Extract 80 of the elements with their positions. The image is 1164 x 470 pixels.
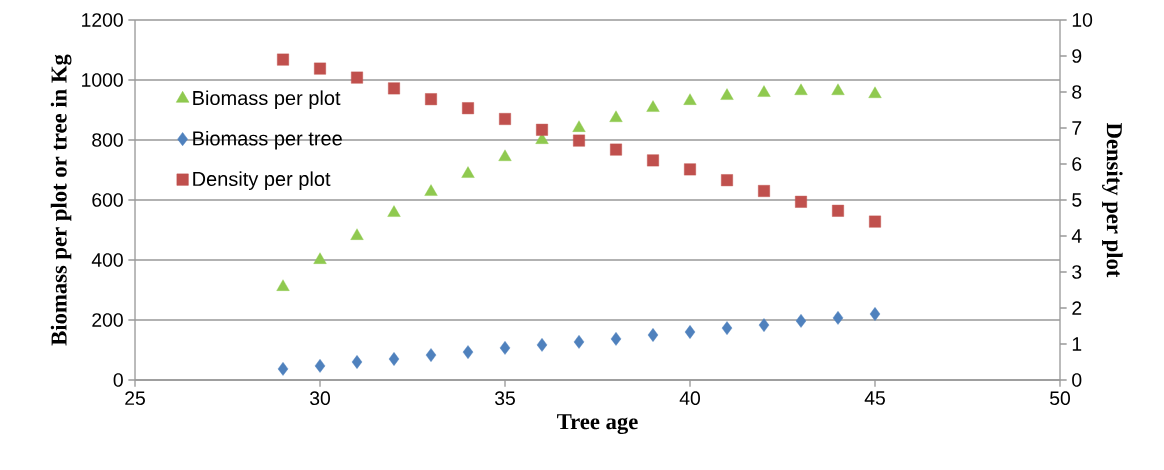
point: [498, 149, 512, 161]
point: [387, 205, 401, 217]
point: [462, 102, 474, 115]
x-tick-label: 35: [494, 391, 515, 406]
point: [314, 62, 326, 75]
point: [277, 362, 289, 376]
point: [868, 86, 882, 98]
point: [683, 93, 697, 105]
y2-axis-title: Density per plot: [1102, 122, 1123, 278]
point: [832, 204, 844, 217]
x-tick-label: 40: [679, 391, 700, 406]
point: [684, 325, 696, 339]
point: [499, 341, 511, 355]
point: [461, 166, 475, 178]
point: [425, 93, 437, 106]
y2-tick-label: 8: [1072, 85, 1082, 99]
y2-tick-label: 1: [1072, 337, 1082, 351]
point: [276, 279, 290, 291]
y-axis-title: Biomass per plot or tree in Kg: [50, 54, 72, 346]
x-tick-label: 45: [864, 391, 885, 405]
y2-tick-label: 5: [1072, 193, 1082, 207]
y2-tick-label: 6: [1072, 157, 1082, 171]
point: [757, 85, 771, 97]
y2-tick-label: 9: [1072, 49, 1082, 63]
y2-tick-label: 0: [1072, 373, 1082, 387]
y2-tick-label: 10: [1072, 13, 1093, 27]
point: [609, 110, 623, 122]
point: [869, 307, 881, 321]
x-axis-title: Tree age: [557, 414, 638, 435]
point: [350, 228, 364, 240]
x-tick-label: 30: [309, 391, 330, 406]
point: [647, 154, 659, 167]
point: [573, 134, 585, 147]
point: [721, 174, 733, 187]
point: [758, 185, 770, 197]
point: [313, 252, 327, 264]
point: [646, 100, 660, 112]
point: [572, 120, 586, 132]
y-tick-label: 0: [113, 373, 123, 387]
point: [831, 83, 845, 95]
point: [795, 195, 807, 208]
legend-label: Biomass per plot: [193, 90, 341, 110]
y-tick-label: 200: [92, 313, 123, 327]
point: [536, 123, 548, 136]
point: [647, 328, 659, 342]
y-tick-label: 600: [92, 193, 123, 207]
y-tick-label: 800: [92, 133, 123, 147]
point: [425, 348, 437, 362]
point: [832, 311, 844, 325]
point: [388, 82, 400, 95]
point: [794, 83, 808, 95]
point: [684, 163, 696, 176]
point: [720, 88, 734, 100]
point: [499, 113, 511, 125]
point: [462, 345, 474, 359]
legend-label: Biomass per tree: [193, 130, 342, 150]
point: [610, 332, 622, 346]
point: [795, 314, 807, 328]
y2-tick-label: 7: [1072, 121, 1082, 135]
x-tick-label: 25: [125, 391, 145, 406]
point: [351, 71, 363, 84]
legend-label: Density per plot: [193, 171, 331, 190]
y2-tick-label: 2: [1072, 301, 1082, 315]
point: [277, 53, 289, 66]
point: [610, 143, 622, 156]
y-tick-label: 1200: [82, 13, 123, 27]
point: [424, 184, 438, 196]
y-tick-label: 400: [91, 253, 123, 267]
y2-tick-label: 3: [1072, 265, 1082, 279]
point: [758, 318, 770, 332]
point: [573, 335, 585, 349]
point: [721, 321, 733, 335]
point: [536, 338, 548, 352]
y2-tick-label: 4: [1071, 229, 1082, 243]
point: [314, 359, 326, 373]
point: [388, 352, 400, 366]
point: [869, 215, 881, 228]
y-tick-label: 1000: [82, 73, 123, 87]
x-tick-label: 50: [1050, 391, 1070, 406]
point: [351, 355, 363, 369]
